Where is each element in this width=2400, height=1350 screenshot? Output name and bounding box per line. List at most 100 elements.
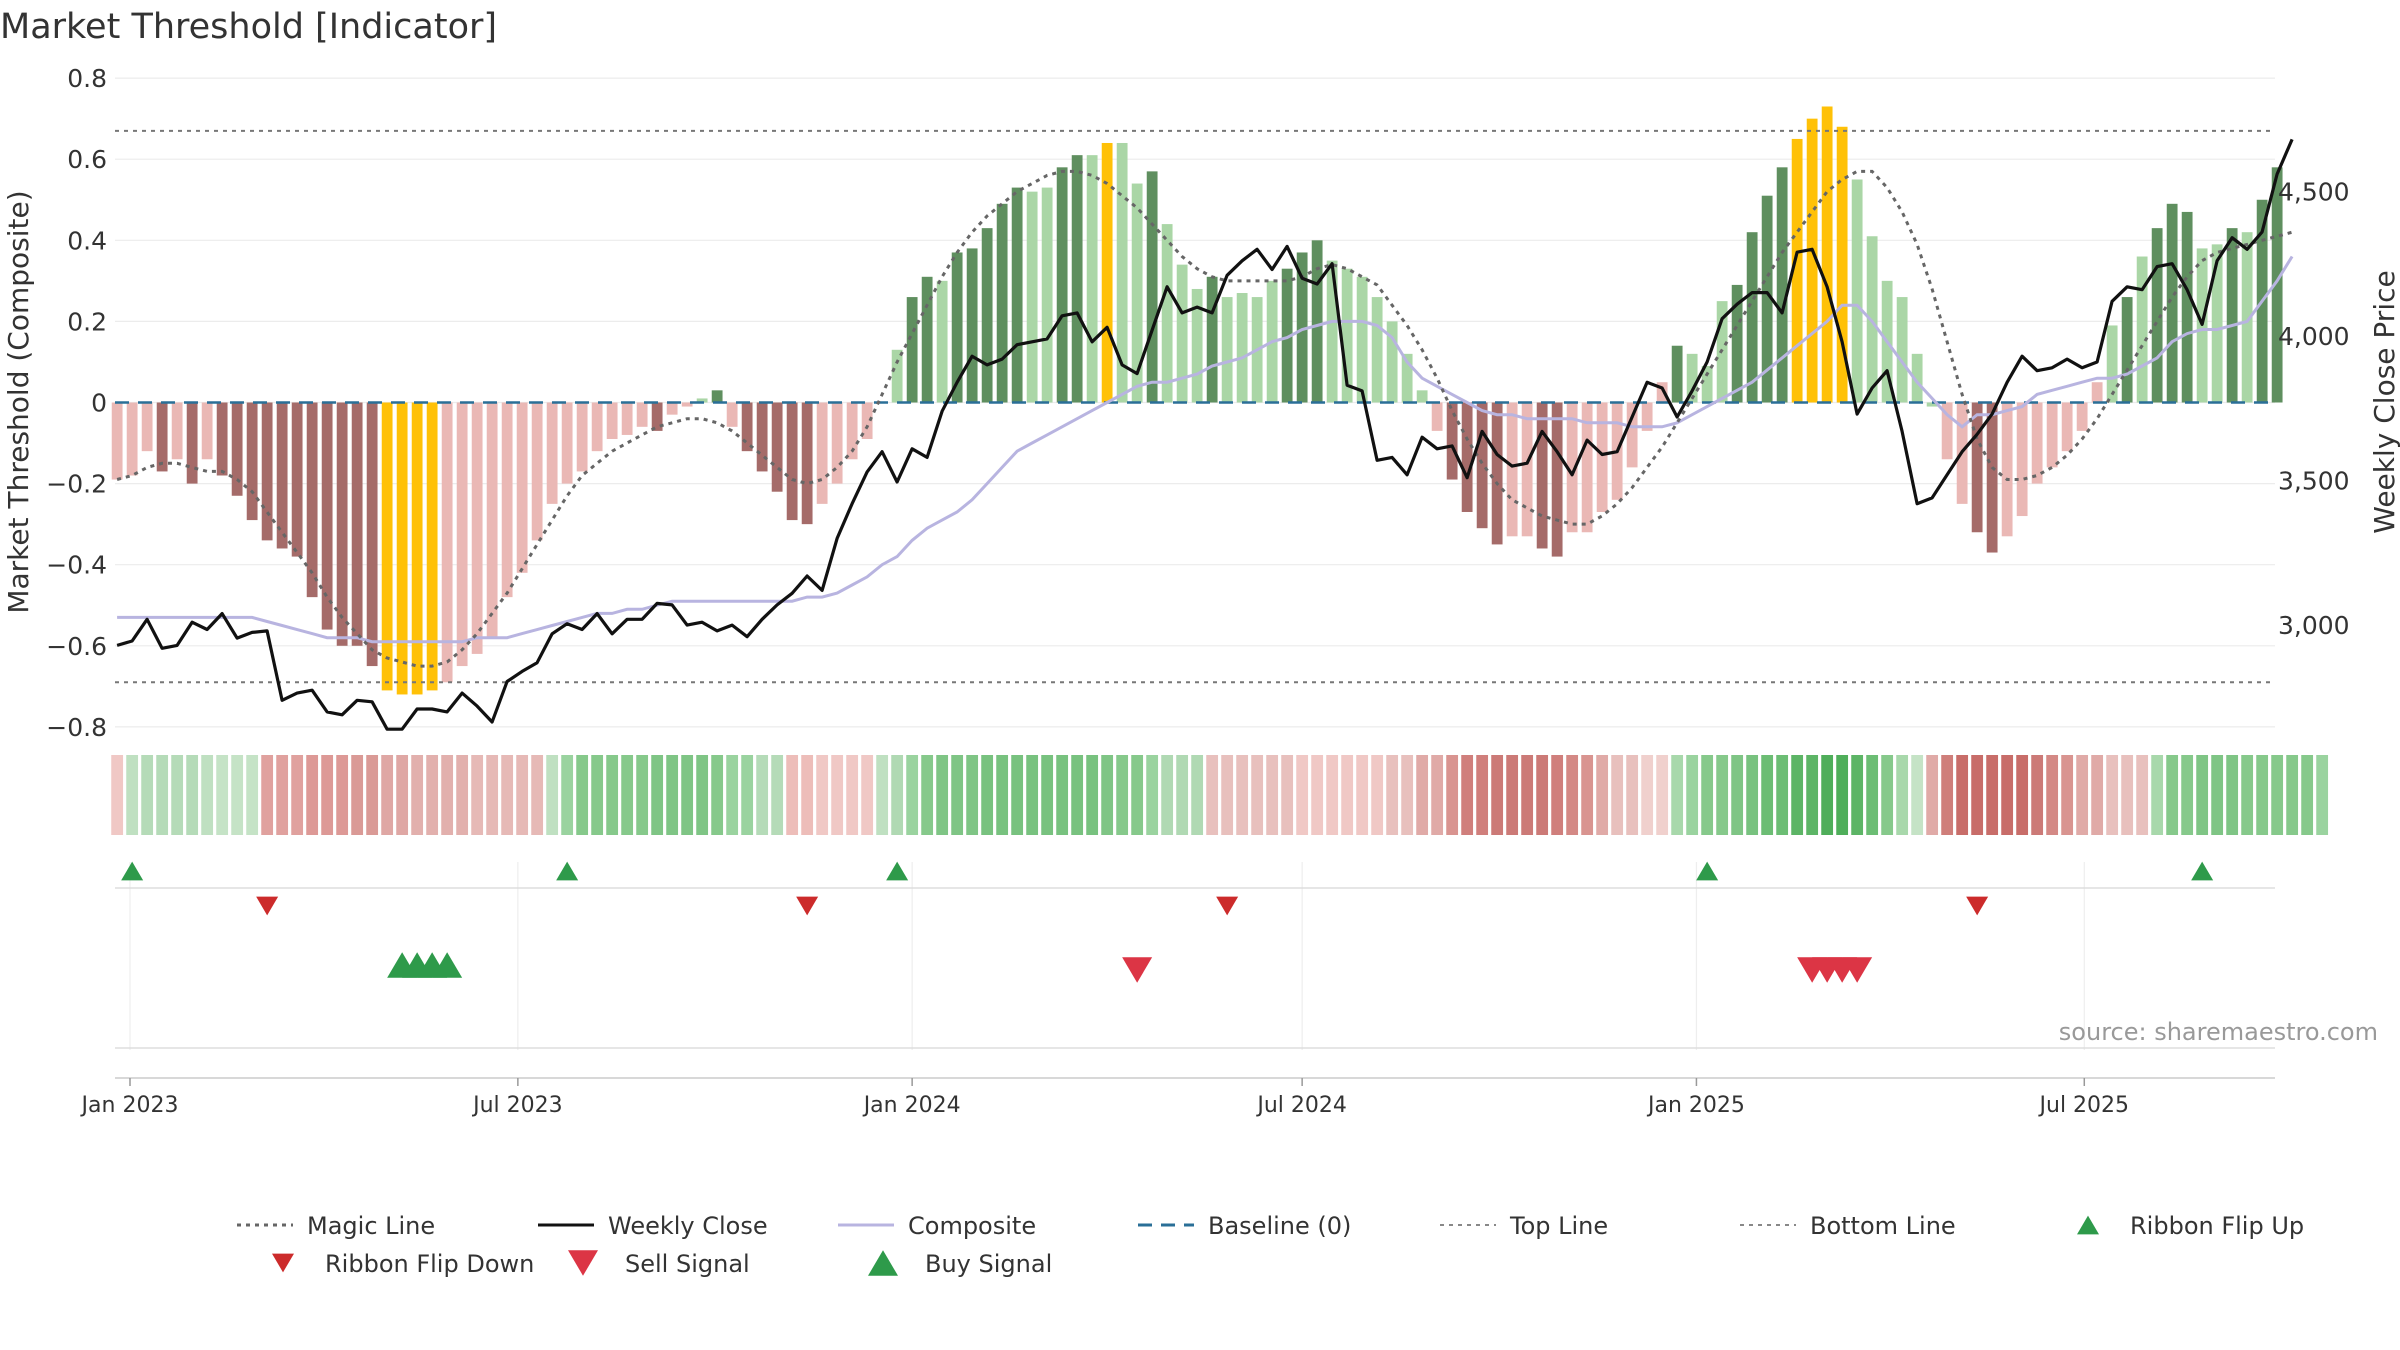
bar	[351, 402, 363, 646]
bar	[2016, 402, 2028, 517]
ribbon-cell	[1716, 755, 1729, 835]
bar	[1521, 402, 1533, 537]
ribbon-cell	[546, 755, 559, 835]
legend-label: Sell Signal	[625, 1250, 750, 1278]
ribbon-cell	[951, 755, 964, 835]
ribbon-cell	[1176, 755, 1189, 835]
y-axis-label: Market Threshold (Composite)	[2, 190, 35, 613]
ribbon-cell	[261, 755, 274, 835]
y-tick-label: 0.6	[67, 145, 107, 174]
bar	[1176, 264, 1188, 403]
bar	[2271, 167, 2283, 403]
ribbon-cell	[1101, 755, 1114, 835]
bar	[1416, 390, 1428, 403]
bar	[1671, 345, 1683, 403]
ribbon-cell	[516, 755, 529, 835]
ribbon-cell	[2316, 755, 2329, 835]
bar	[1851, 179, 1863, 403]
ribbon-cell	[231, 755, 244, 835]
ribbon-cell	[816, 755, 829, 835]
ribbon-cell	[1236, 755, 1249, 835]
ribbon-cell	[921, 755, 934, 835]
bar	[111, 402, 123, 480]
y-axis-right: 4,500 4,000 3,500 3,000	[2278, 177, 2350, 640]
ribbon-cell	[2106, 755, 2119, 835]
bar	[981, 228, 993, 403]
ribbon-cell	[1131, 755, 1144, 835]
ribbon-cell	[2256, 755, 2269, 835]
ribbon-cell	[111, 755, 124, 835]
ribbon-cell	[276, 755, 289, 835]
bar	[336, 402, 348, 646]
ribbon-cell	[936, 755, 949, 835]
ribbon-cell	[1926, 755, 1939, 835]
ribbon-cell	[2181, 755, 2194, 835]
ribbon-cell	[1626, 755, 1639, 835]
buy-signal-marker	[432, 952, 463, 978]
ribbon-cell	[666, 755, 679, 835]
bar	[696, 398, 708, 403]
bar	[1971, 402, 1983, 533]
bar	[1701, 366, 1713, 403]
ribbon-cell	[396, 755, 409, 835]
ribbon-cell	[2121, 755, 2134, 835]
bar	[591, 402, 603, 452]
bar	[1461, 402, 1473, 512]
ribbon-cell	[1596, 755, 1609, 835]
bar	[1041, 187, 1053, 403]
bar	[306, 402, 318, 598]
ribbon-cell	[471, 755, 484, 835]
ribbon-flip-down-marker	[256, 896, 279, 916]
bar	[471, 402, 483, 654]
ribbon-cell	[2061, 755, 2074, 835]
ribbon-cell	[2241, 755, 2254, 835]
ribbon-cell	[1761, 755, 1774, 835]
bar	[1341, 268, 1353, 403]
source-note: source: sharemaestro.com	[2059, 1018, 2378, 1046]
ribbon-cell	[366, 755, 379, 835]
bar	[141, 402, 153, 452]
x-tick-label: Jul 2025	[2038, 1093, 2130, 1118]
chart-title: Market Threshold [Indicator]	[0, 7, 497, 47]
y-axis-left: 0.8 0.6 0.4 0.2 0 −0.2 −0.4 −0.6 −0.8	[46, 64, 107, 742]
bar	[1581, 402, 1593, 533]
ribbon-cell	[321, 755, 334, 835]
ribbon-cell	[1461, 755, 1474, 835]
sell-signal-marker	[1122, 957, 1153, 983]
ribbon-cell	[171, 755, 184, 835]
bar	[726, 402, 738, 427]
ribbon-cell	[801, 755, 814, 835]
bar	[2076, 402, 2088, 431]
ribbon-cell	[2151, 755, 2164, 835]
ribbon-cell	[1791, 755, 1804, 835]
bar	[246, 402, 258, 521]
legend-item: Composite	[838, 1212, 1036, 1240]
ribbon-cell	[1206, 755, 1219, 835]
x-tick-label: Jul 2024	[1255, 1093, 1347, 1118]
ribbon-strip	[111, 755, 2329, 835]
bar	[921, 276, 933, 403]
ribbon-cell	[2046, 755, 2059, 835]
ribbon-cell	[411, 755, 424, 835]
y-tick-label: 0.8	[67, 64, 107, 93]
bar	[741, 402, 753, 452]
ribbon-cell	[246, 755, 259, 835]
ribbon-cell	[1041, 755, 1054, 835]
bar	[711, 390, 723, 403]
ribbon-cell	[141, 755, 154, 835]
ribbon-cell	[1551, 755, 1564, 835]
ribbon-cell	[996, 755, 1009, 835]
ribbon-cell	[1476, 755, 1489, 835]
bar	[1221, 297, 1233, 403]
ribbon-cell	[1401, 755, 1414, 835]
ribbon-cell	[1836, 755, 1849, 835]
bar	[2046, 402, 2058, 468]
ribbon-cell	[1371, 755, 1384, 835]
x-tick-label: Jan 2025	[1646, 1093, 1745, 1118]
bar	[2136, 256, 2148, 403]
bar	[1371, 297, 1383, 403]
ribbon-cell	[1116, 755, 1129, 835]
legend-label: Ribbon Flip Down	[325, 1250, 534, 1278]
ribbon-cell	[2211, 755, 2224, 835]
ribbon-cell	[1881, 755, 1894, 835]
